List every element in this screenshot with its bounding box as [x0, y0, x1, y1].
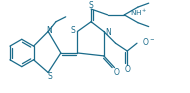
Text: S: S — [89, 1, 93, 10]
Text: S: S — [48, 72, 52, 81]
Text: N: N — [46, 26, 52, 35]
Text: O$^-$: O$^-$ — [142, 36, 155, 47]
Text: O: O — [124, 65, 130, 74]
Text: O: O — [114, 68, 120, 77]
Text: NH$^+$: NH$^+$ — [130, 8, 148, 18]
Text: S: S — [70, 26, 75, 35]
Text: N: N — [105, 28, 111, 37]
